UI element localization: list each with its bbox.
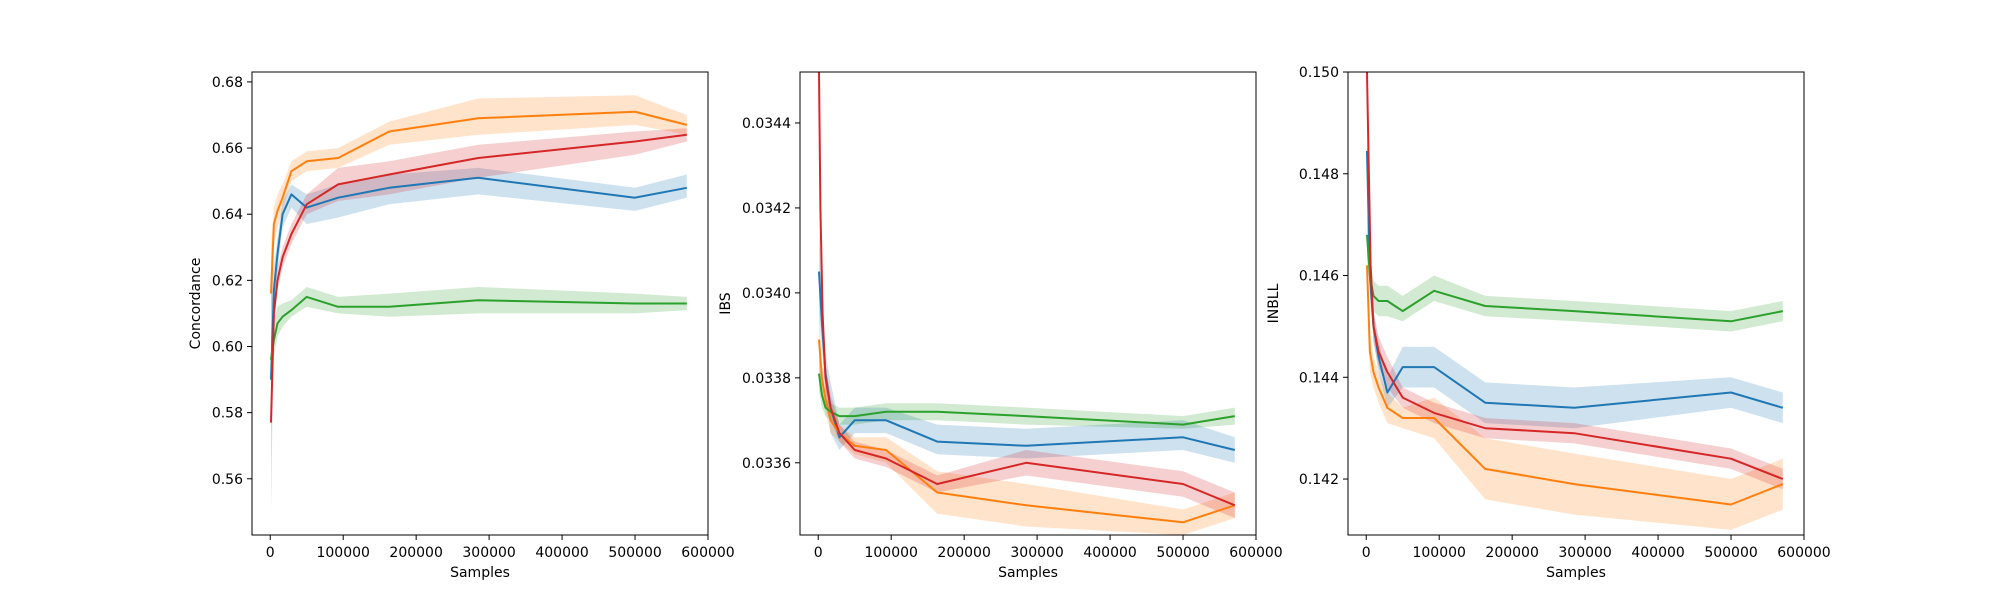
x-tick-label: 400000 (1631, 545, 1684, 561)
series-line-ibs-2 (818, 373, 1235, 426)
y-tick-label: 0.56 (212, 472, 243, 488)
series-line-concordance-3 (270, 133, 687, 423)
plot-area-inbll (1366, 72, 1784, 530)
y-axis-label: INBLL (1266, 283, 1282, 323)
y-tick-label: 0.144 (1299, 370, 1339, 386)
y-axis-label: Concordance (188, 258, 204, 350)
y-axis-label: IBS (718, 292, 734, 314)
confidence-band-inbll-0 (1367, 128, 1783, 429)
y-tick-label: 0.0344 (742, 116, 791, 132)
y-tick-label: 0.0342 (742, 201, 791, 217)
y-tick-label: 0.64 (212, 207, 243, 223)
x-tick-label: 600000 (1777, 545, 1830, 561)
x-tick-label: 400000 (1083, 545, 1136, 561)
confidence-band-concordance-0 (271, 167, 687, 516)
x-tick-label: 600000 (1229, 545, 1282, 561)
y-tick-label: 0.0336 (742, 456, 791, 472)
confidence-band-concordance-1 (271, 95, 687, 354)
x-tick-label: 200000 (937, 545, 990, 561)
x-axis-label: Samples (1546, 565, 1606, 581)
x-tick-label: 200000 (1485, 545, 1538, 561)
y-tick-label: 0.68 (212, 75, 243, 91)
confidence-band-concordance-2 (271, 287, 687, 387)
x-tick-label: 500000 (1156, 545, 1209, 561)
series-line-ibs-1 (818, 339, 1236, 524)
x-tick-label: 300000 (462, 545, 515, 561)
y-tick-label: 0.62 (212, 273, 243, 289)
x-axis-label: Samples (998, 565, 1058, 581)
series-line-inbll-3 (1366, 72, 1784, 480)
x-tick-label: 0 (814, 545, 823, 561)
y-tick-label: 0.142 (1299, 472, 1339, 488)
axes-frame (799, 71, 1257, 536)
y-tick-label: 0.0340 (742, 286, 791, 302)
subplot-inbll: 0 100000 200000 300000 400000 500000 600000 0.1… (1266, 65, 1831, 581)
x-tick-label: 200000 (389, 545, 442, 561)
y-tick-label: 0.58 (212, 406, 243, 422)
series-line-ibs-3 (818, 72, 1236, 507)
x-tick-label: 500000 (1704, 545, 1757, 561)
y-tick-label: 0.0338 (742, 371, 791, 387)
axes-frame (1347, 71, 1805, 536)
x-tick-label: 0 (1362, 545, 1371, 561)
x-tick-label: 300000 (1010, 545, 1063, 561)
confidence-band-inbll-1 (1367, 245, 1783, 530)
x-tick-label: 500000 (608, 545, 661, 561)
series-line-inbll-1 (1366, 265, 1784, 506)
x-tick-label: 100000 (864, 545, 917, 561)
y-tick-label: 0.150 (1299, 65, 1339, 81)
series-line-concordance-1 (270, 110, 688, 294)
axes-frame (251, 71, 709, 536)
y-tick-label: 0.146 (1299, 269, 1339, 285)
y-tick-label: 0.60 (212, 339, 243, 355)
subplot-concordance: 0 100000 200000 300000 400000 500000 600000 0.5… (188, 71, 735, 581)
x-tick-label: 400000 (535, 545, 588, 561)
x-tick-label: 600000 (681, 545, 734, 561)
x-axis-label: Samples (450, 565, 510, 581)
x-tick-label: 100000 (1412, 545, 1465, 561)
plot-area-concordance (270, 95, 688, 516)
x-tick-label: 100000 (316, 545, 369, 561)
series-line-concordance-2 (270, 295, 687, 360)
subplot-ibs: 0 100000 200000 300000 400000 500000 600000 0.0… (718, 71, 1283, 581)
x-tick-label: 300000 (1558, 545, 1611, 561)
y-tick-label: 0.66 (212, 141, 243, 157)
series-line-concordance-0 (270, 176, 687, 380)
confidence-band-ibs-2 (819, 356, 1235, 429)
plot-area-ibs (818, 72, 1236, 535)
y-tick-label: 0.148 (1299, 167, 1339, 183)
x-tick-label: 0 (266, 545, 275, 561)
